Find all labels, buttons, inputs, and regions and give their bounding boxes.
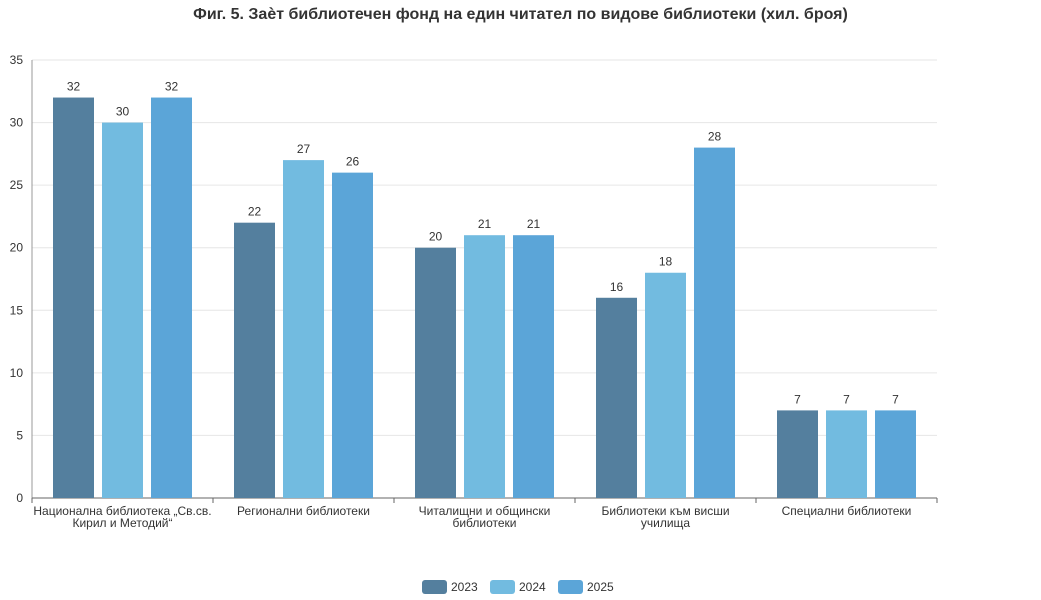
- data-label: 21: [527, 217, 541, 231]
- y-tick-label: 20: [10, 241, 24, 255]
- x-tick-label: Кирил и Методий“: [72, 516, 172, 530]
- bar: [826, 410, 867, 498]
- y-tick-label: 30: [10, 116, 24, 130]
- x-tick-label: училища: [641, 516, 691, 530]
- bar: [102, 122, 143, 499]
- data-label: 26: [346, 155, 360, 169]
- x-tick-label: Регионални библиотеки: [237, 504, 370, 518]
- data-label: 7: [843, 392, 850, 406]
- x-tick-label: Библиотеки към висши: [601, 504, 729, 518]
- data-label: 7: [794, 392, 801, 406]
- bar: [875, 410, 916, 498]
- y-tick-label: 10: [10, 366, 24, 380]
- bar: [694, 147, 735, 498]
- data-label: 16: [610, 280, 624, 294]
- chart-title: Фиг. 5. Заѐт библиотечен фонд на един чи…: [193, 6, 848, 23]
- bar: [645, 272, 686, 498]
- bar: [777, 410, 818, 498]
- data-label: 7: [892, 392, 899, 406]
- data-label: 18: [659, 255, 673, 269]
- legend-swatch: [558, 580, 583, 594]
- legend-swatch: [422, 580, 447, 594]
- bar: [283, 160, 324, 498]
- legend-label: 2025: [587, 580, 614, 594]
- data-label: 32: [165, 80, 179, 94]
- y-tick-label: 25: [10, 178, 24, 192]
- data-label: 20: [429, 230, 443, 244]
- x-tick-label: Читалищни и общински: [419, 504, 551, 518]
- y-tick-label: 5: [16, 428, 23, 442]
- y-tick-label: 15: [10, 303, 24, 317]
- bar: [151, 97, 192, 499]
- legend-label: 2023: [451, 580, 478, 594]
- x-tick-label: библиотеки: [452, 516, 516, 530]
- data-label: 28: [708, 130, 722, 144]
- bar: [53, 97, 94, 499]
- data-label: 32: [67, 80, 81, 94]
- data-label: 21: [478, 217, 492, 231]
- legend-label: 2024: [519, 580, 546, 594]
- x-tick-label: Специални библиотеки: [782, 504, 912, 518]
- data-label: 27: [297, 142, 311, 156]
- bar: [596, 297, 637, 498]
- bar: [415, 247, 456, 498]
- x-tick-label: Национална библиотека „Св.св.: [33, 504, 211, 518]
- y-tick-label: 0: [16, 491, 23, 505]
- data-label: 22: [248, 205, 262, 219]
- y-tick-label: 35: [10, 53, 24, 67]
- legend-swatch: [490, 580, 515, 594]
- bar: [332, 172, 373, 498]
- bar: [513, 235, 554, 498]
- bar: [464, 235, 505, 498]
- data-label: 30: [116, 105, 130, 119]
- bar: [234, 222, 275, 498]
